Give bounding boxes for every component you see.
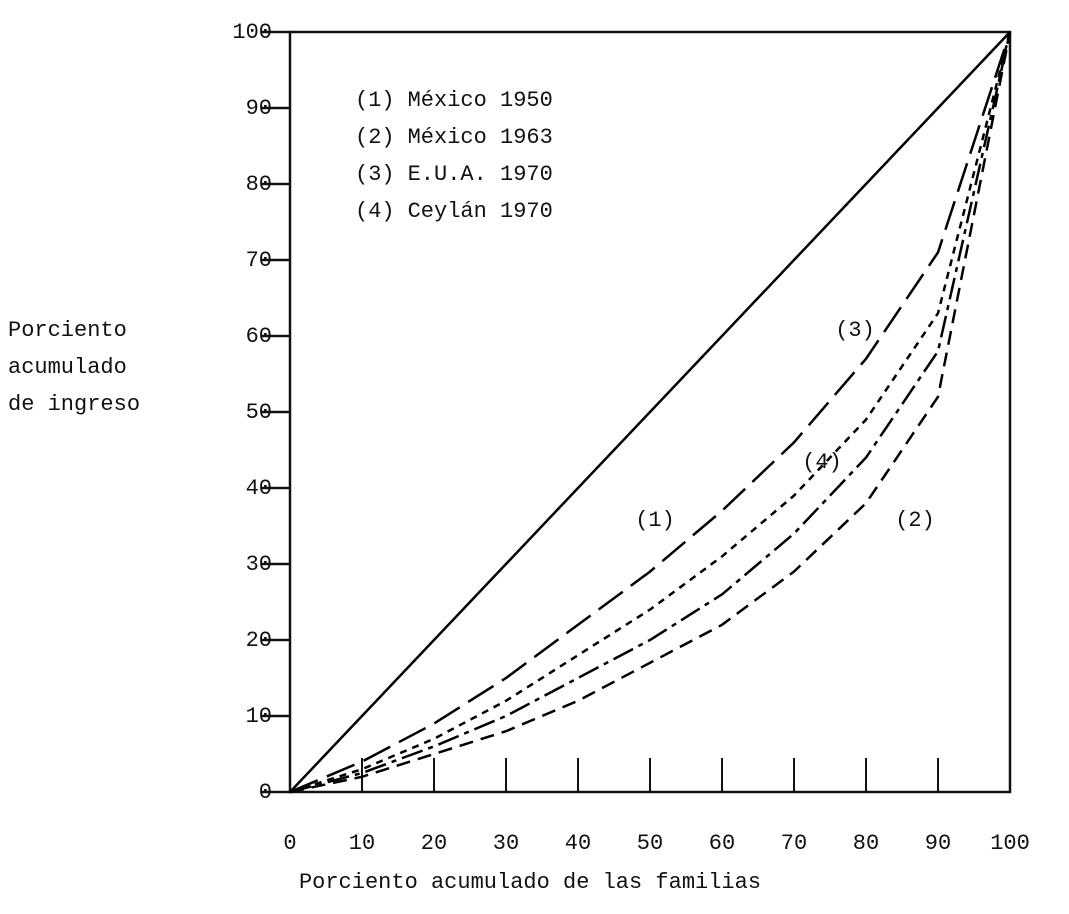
y-axis-label: Porciento <box>8 318 127 343</box>
legend-number: (4) <box>355 199 395 224</box>
x-tick-label: 20 <box>421 831 447 856</box>
curve-label: (1) <box>635 508 675 533</box>
legend-number: (3) <box>355 162 395 187</box>
x-tick-label: 10 <box>349 831 375 856</box>
y-axis-label: acumulado <box>8 355 127 380</box>
equality-line <box>289 31 1011 793</box>
x-tick-label: 90 <box>925 831 951 856</box>
series-line <box>289 31 1012 794</box>
legend-name: Ceylán 1970 <box>408 199 553 224</box>
curve-label: (3) <box>835 318 875 343</box>
x-tick-label: 60 <box>709 831 735 856</box>
x-tick-label: 100 <box>990 831 1030 856</box>
x-tick-label: 80 <box>853 831 879 856</box>
x-tick-label: 0 <box>283 831 296 856</box>
x-tick-label: 40 <box>565 831 591 856</box>
series-line <box>289 31 1012 794</box>
legend-entry: (2) México 1963 <box>355 125 553 150</box>
x-axis-label: Porciento acumulado de las familias <box>299 870 761 895</box>
legend-name: E.U.A. 1970 <box>408 162 553 187</box>
y-axis-label: de ingreso <box>8 392 140 417</box>
series-line <box>289 31 1012 794</box>
legend-number: (1) <box>355 88 395 113</box>
legend-name: México 1963 <box>408 125 553 150</box>
x-tick-label: 70 <box>781 831 807 856</box>
legend-entry: (1) México 1950 <box>355 88 553 113</box>
curve-label: (2) <box>895 508 935 533</box>
legend-entry: (3) E.U.A. 1970 <box>355 162 553 187</box>
series-line <box>289 31 1012 794</box>
x-tick-label: 50 <box>637 831 663 856</box>
legend-name: México 1950 <box>408 88 553 113</box>
x-tick-label: 30 <box>493 831 519 856</box>
curve-label: (4) <box>802 450 842 475</box>
legend-number: (2) <box>355 125 395 150</box>
legend-entry: (4) Ceylán 1970 <box>355 199 553 224</box>
